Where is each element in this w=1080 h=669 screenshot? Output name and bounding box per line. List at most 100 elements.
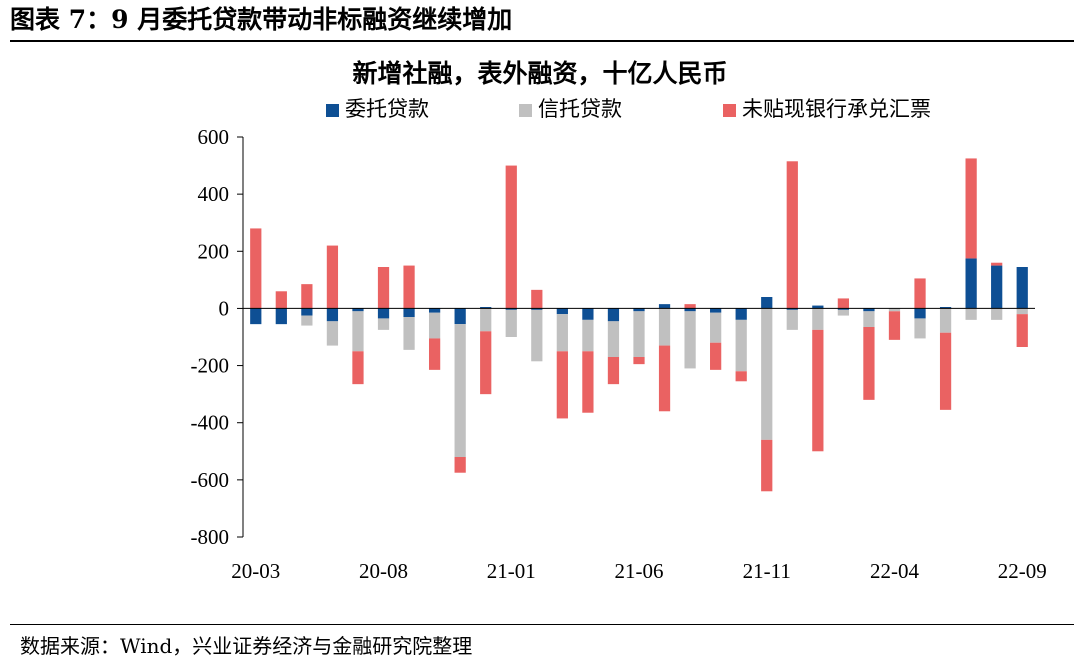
bar-entrusted-loans [1016,267,1028,309]
bar-entrusted-loans [531,308,543,310]
y-tick-label: 600 [198,125,230,149]
y-tick-label: 200 [198,239,230,263]
bar-entrusted-loans [556,308,568,315]
figure-header: 图表 7：9 月委托贷款带动非标融资继续增加 [10,5,513,34]
bar-trust-loans [863,311,875,327]
bar-bankers-acceptance [505,165,517,309]
bar-bankers-acceptance [863,327,875,400]
x-tick-label: 20-03 [231,559,280,583]
legend-label: 未贴现银行承兑汇票 [742,97,931,121]
bar-bankers-acceptance [326,245,339,309]
bar-trust-loans [710,312,722,343]
bar-trust-loans [761,308,773,440]
bar-entrusted-loans [658,304,671,309]
x-tick-label: 22-04 [870,559,919,583]
bar-entrusted-loans [505,308,517,310]
bar-trust-loans [556,314,568,352]
bar-entrusted-loans [735,308,747,320]
bar-entrusted-loans [837,308,850,310]
bar-entrusted-loans [301,308,313,316]
bar-entrusted-loans [454,308,466,325]
bar-trust-loans [403,317,415,350]
header-rule [10,40,1074,42]
bar-entrusted-loans [710,308,722,313]
footer-rule [10,624,1074,625]
x-tick-label: 20-08 [359,559,408,583]
bar-trust-loans [582,319,594,352]
bar-bankers-acceptance [403,265,415,309]
bar-trust-loans [301,315,313,326]
legend-item-bankers-acceptance: 未贴现银行承兑汇票 [723,94,931,124]
y-tick-label: -400 [191,411,230,435]
bar-entrusted-loans [914,308,926,319]
y-tick-label: -200 [191,354,230,378]
bar-bankers-acceptance [607,357,620,385]
bar-trust-loans [837,309,850,316]
bar-trust-loans [658,308,671,346]
source-note: 数据来源：Wind，兴业证券经济与金融研究院整理 [20,634,473,658]
bar-bankers-acceptance [914,278,926,309]
bar-bankers-acceptance [684,304,696,309]
bar-trust-loans [914,318,926,339]
bar-bankers-acceptance [531,289,543,309]
bar-entrusted-loans [633,308,645,312]
bar-trust-loans [991,308,1003,320]
legend-swatch-bankers-acceptance [723,104,736,117]
x-tick-label: 21-01 [487,559,536,583]
bar-trust-loans [1016,308,1028,315]
legend-item-trust-loans: 信托贷款 [519,94,622,124]
bar-bankers-acceptance [786,161,798,309]
legend-label: 委托贷款 [345,97,429,121]
bar-entrusted-loans [965,258,977,309]
bar-entrusted-loans [761,297,773,309]
bar-bankers-acceptance [965,158,977,259]
bar-bankers-acceptance [250,228,262,309]
bar-trust-loans [965,308,977,320]
bar-trust-loans [684,311,696,369]
bar-bankers-acceptance [812,329,824,452]
bar-entrusted-loans [607,308,620,322]
legend: 委托贷款 信托贷款 未贴现银行承兑汇票 [0,94,1080,124]
bar-trust-loans [607,321,620,357]
bar-bankers-acceptance [582,351,594,413]
bar-entrusted-loans [326,308,339,322]
bar-trust-loans [428,312,441,339]
bar-trust-loans [454,324,466,457]
bar-bankers-acceptance [991,262,1003,266]
bar-bankers-acceptance [556,351,568,419]
y-tick-label: -800 [191,525,230,549]
bar-trust-loans [939,308,952,333]
bar-entrusted-loans [991,265,1003,309]
bar-trust-loans [480,308,492,332]
bar-bankers-acceptance [428,338,441,370]
bar-bankers-acceptance [454,457,466,473]
x-tick-label: 21-11 [743,559,791,583]
bar-entrusted-loans [250,308,262,325]
y-tick-label: 400 [198,182,230,206]
bar-entrusted-loans [403,308,415,317]
bar-bankers-acceptance [939,332,952,410]
bar-bankers-acceptance [837,298,850,309]
bar-trust-loans [352,311,364,352]
bar-entrusted-loans [582,308,594,320]
bar-bankers-acceptance [352,351,364,385]
bar-trust-loans [735,319,747,372]
legend-swatch-trust-loans [519,104,532,117]
bar-trust-loans [812,308,824,330]
bar-bankers-acceptance [658,345,671,412]
bar-trust-loans [633,311,645,357]
bar-entrusted-loans [480,307,492,309]
bar-bankers-acceptance [1016,314,1028,347]
bar-bankers-acceptance [710,342,722,370]
bar-bankers-acceptance [888,311,901,340]
bar-bankers-acceptance [761,439,773,492]
bar-bankers-acceptance [480,331,492,395]
bar-bankers-acceptance [633,357,645,365]
bar-entrusted-loans [684,308,696,312]
bar-entrusted-loans [275,308,287,325]
chart-title: 新增社融，表外融资，十亿人民币 [352,59,728,88]
x-tick-label: 22-09 [998,559,1047,583]
bar-entrusted-loans [939,307,952,309]
bar-trust-loans [786,309,798,330]
